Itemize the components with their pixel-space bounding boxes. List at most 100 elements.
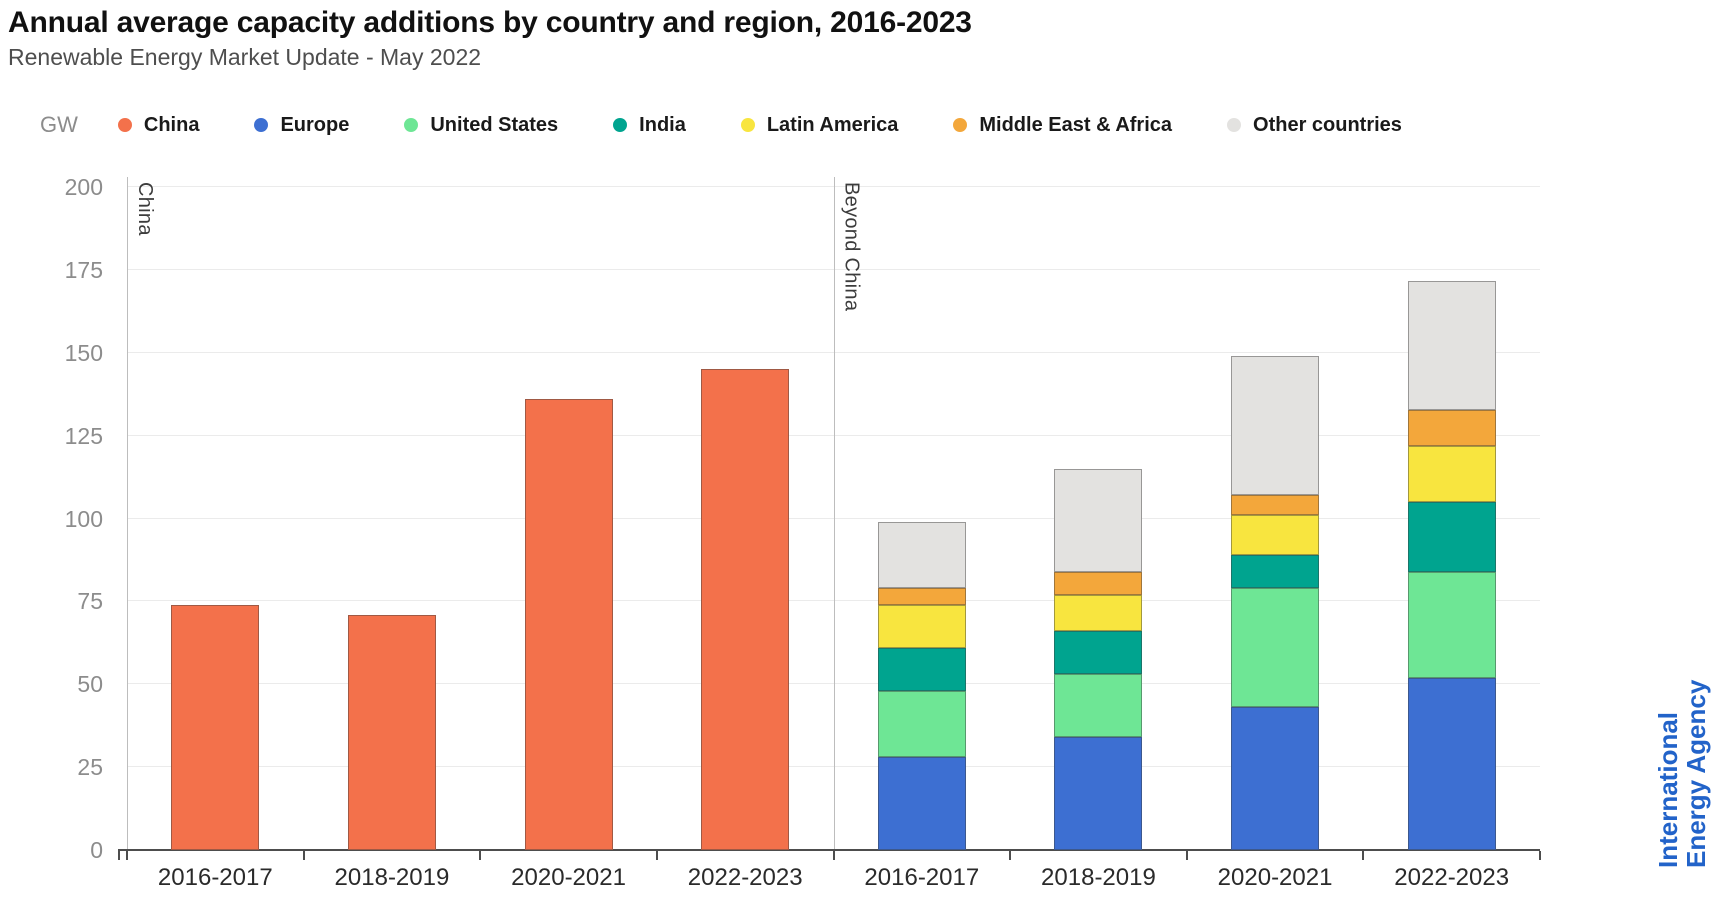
x-axis-tick (832, 851, 835, 860)
legend-item-china: China (117, 113, 200, 137)
bar-segment-united-states (1054, 674, 1143, 737)
legend-item-label: United States (430, 113, 559, 136)
legend-dot-icon (953, 118, 968, 132)
x-axis-tick (1362, 851, 1365, 860)
bar-segment-middle-east-africa (1231, 495, 1320, 515)
bar-segment-middle-east-africa (877, 588, 966, 605)
x-axis-tick (479, 851, 482, 860)
y-tick-label-25: 25 (77, 754, 103, 781)
iea-watermark-line2: Energy Agency (1681, 679, 1711, 868)
x-axis-tick (1539, 851, 1541, 860)
iea-watermark: International Energy Agency (1653, 568, 1711, 868)
bar-segment-latin-america (1231, 515, 1320, 555)
legend-row: GW China Europe United States India Latin Am… (40, 112, 1402, 138)
legend-dot-icon (1227, 118, 1242, 132)
panel-label-beyond-china: Beyond China (840, 182, 863, 312)
x-axis-tick (118, 851, 120, 860)
bar-china-2022-2023 (701, 369, 790, 850)
bar-segment-china (524, 399, 613, 850)
bar-segment-united-states (877, 691, 966, 757)
bar-beyond-china-2018-2019 (1054, 469, 1143, 850)
x-category-label: 2018-2019 (1041, 864, 1156, 891)
bar-segment-latin-america (1054, 595, 1143, 631)
bar-segment-other-countries (1407, 281, 1496, 410)
x-axis-tick (1009, 851, 1012, 860)
bar-segment-europe (1231, 707, 1320, 850)
bar-segment-united-states (1407, 572, 1496, 678)
legend-item-europe: Europe (254, 114, 349, 137)
bar-segment-china (171, 605, 260, 850)
bar-china-2018-2019 (347, 615, 436, 850)
legend-dot-icon (117, 118, 132, 132)
y-axis-line (127, 177, 128, 850)
legend-item-other-countries: Other countries (1227, 114, 1402, 137)
x-category-label: 2022-2023 (1394, 864, 1510, 891)
x-axis-category-labels: 2016-2017 2018-2019 2020-2021 2022-2023 2016… (127, 864, 1540, 898)
legend-dot-icon (254, 118, 269, 132)
bar-segment-europe (1054, 737, 1143, 850)
chart-subtitle: Renewable Energy Market Update - May 202… (8, 44, 482, 70)
x-axis-tick (1185, 851, 1188, 860)
y-axis-unit: GW (40, 112, 78, 137)
bar-china-2016-2017 (171, 605, 260, 850)
legend-item-label: China (143, 113, 200, 136)
bar-segment-united-states (1231, 588, 1320, 707)
legend-item-label: Latin America (766, 113, 899, 136)
legend-item-india: India (613, 114, 686, 137)
legend-item-label: India (639, 113, 686, 136)
bar-segment-latin-america (1407, 446, 1496, 502)
x-category-label: 2018-2019 (334, 864, 450, 891)
bar-segment-india (1231, 555, 1320, 588)
legend-item-middle-east-africa: Middle East & Africa (953, 114, 1172, 137)
bar-segment-europe (1407, 678, 1496, 850)
legend-dot-icon (740, 118, 755, 132)
bar-segment-india (1407, 502, 1496, 572)
legend-item-label: Middle East & Africa (979, 113, 1173, 136)
legend-item-label: Europe (280, 113, 350, 136)
x-axis-tick (655, 851, 658, 860)
bar-segment-other-countries (877, 522, 966, 588)
x-axis-tick (302, 851, 305, 860)
y-tick-label-75: 75 (77, 588, 103, 615)
x-axis-line (118, 849, 1540, 851)
y-tick-label-50: 50 (77, 671, 103, 698)
y-tick-label-125: 125 (64, 422, 103, 449)
x-axis-tick (126, 851, 128, 860)
bar-segment-india (1054, 631, 1143, 674)
bar-beyond-china-2020-2021 (1231, 356, 1320, 850)
x-category-label: 2022-2023 (687, 864, 803, 891)
chart-title: Annual average capacity additions by cou… (8, 6, 972, 39)
legend-item-latin-america: Latin America (740, 113, 899, 137)
bar-segment-china (701, 369, 790, 850)
bar-segment-other-countries (1231, 356, 1320, 495)
bar-segment-middle-east-africa (1407, 410, 1496, 446)
plot-area: China Beyond China (118, 177, 1541, 860)
y-tick-label-175: 175 (64, 256, 103, 283)
bar-segment-latin-america (877, 605, 966, 648)
legend-items: China Europe United States India Latin Ameri… (117, 113, 1402, 137)
panel-label-china: China (134, 182, 156, 236)
bar-segment-other-countries (1054, 469, 1143, 572)
x-category-label: 2016-2017 (864, 864, 980, 891)
x-category-label: 2020-2021 (511, 864, 626, 891)
y-tick-label-100: 100 (64, 505, 103, 532)
bar-segment-india (877, 648, 966, 691)
bar-beyond-china-2022-2023 (1407, 281, 1496, 850)
bar-segment-china (347, 615, 436, 850)
iea-watermark-line1: International (1653, 711, 1683, 868)
y-tick-label-150: 150 (64, 339, 103, 366)
y-axis-tick-labels: 0 25 50 75 100 125 150 175 200 (0, 174, 103, 863)
legend-dot-icon (613, 118, 628, 132)
bar-segment-middle-east-africa (1054, 572, 1143, 595)
y-tick-label-200: 200 (64, 174, 103, 200)
bar-beyond-china-2016-2017 (877, 522, 966, 850)
legend-item-label: Other countries (1253, 113, 1402, 136)
bar-china-2020-2021 (524, 399, 613, 850)
legend-item-united-states: United States (404, 114, 558, 137)
x-category-label: 2020-2021 (1217, 864, 1333, 891)
x-category-label: 2016-2017 (157, 864, 273, 891)
panel-divider-line (833, 177, 835, 850)
y-tick-label-0: 0 (90, 837, 103, 863)
legend-dot-icon (404, 118, 419, 132)
